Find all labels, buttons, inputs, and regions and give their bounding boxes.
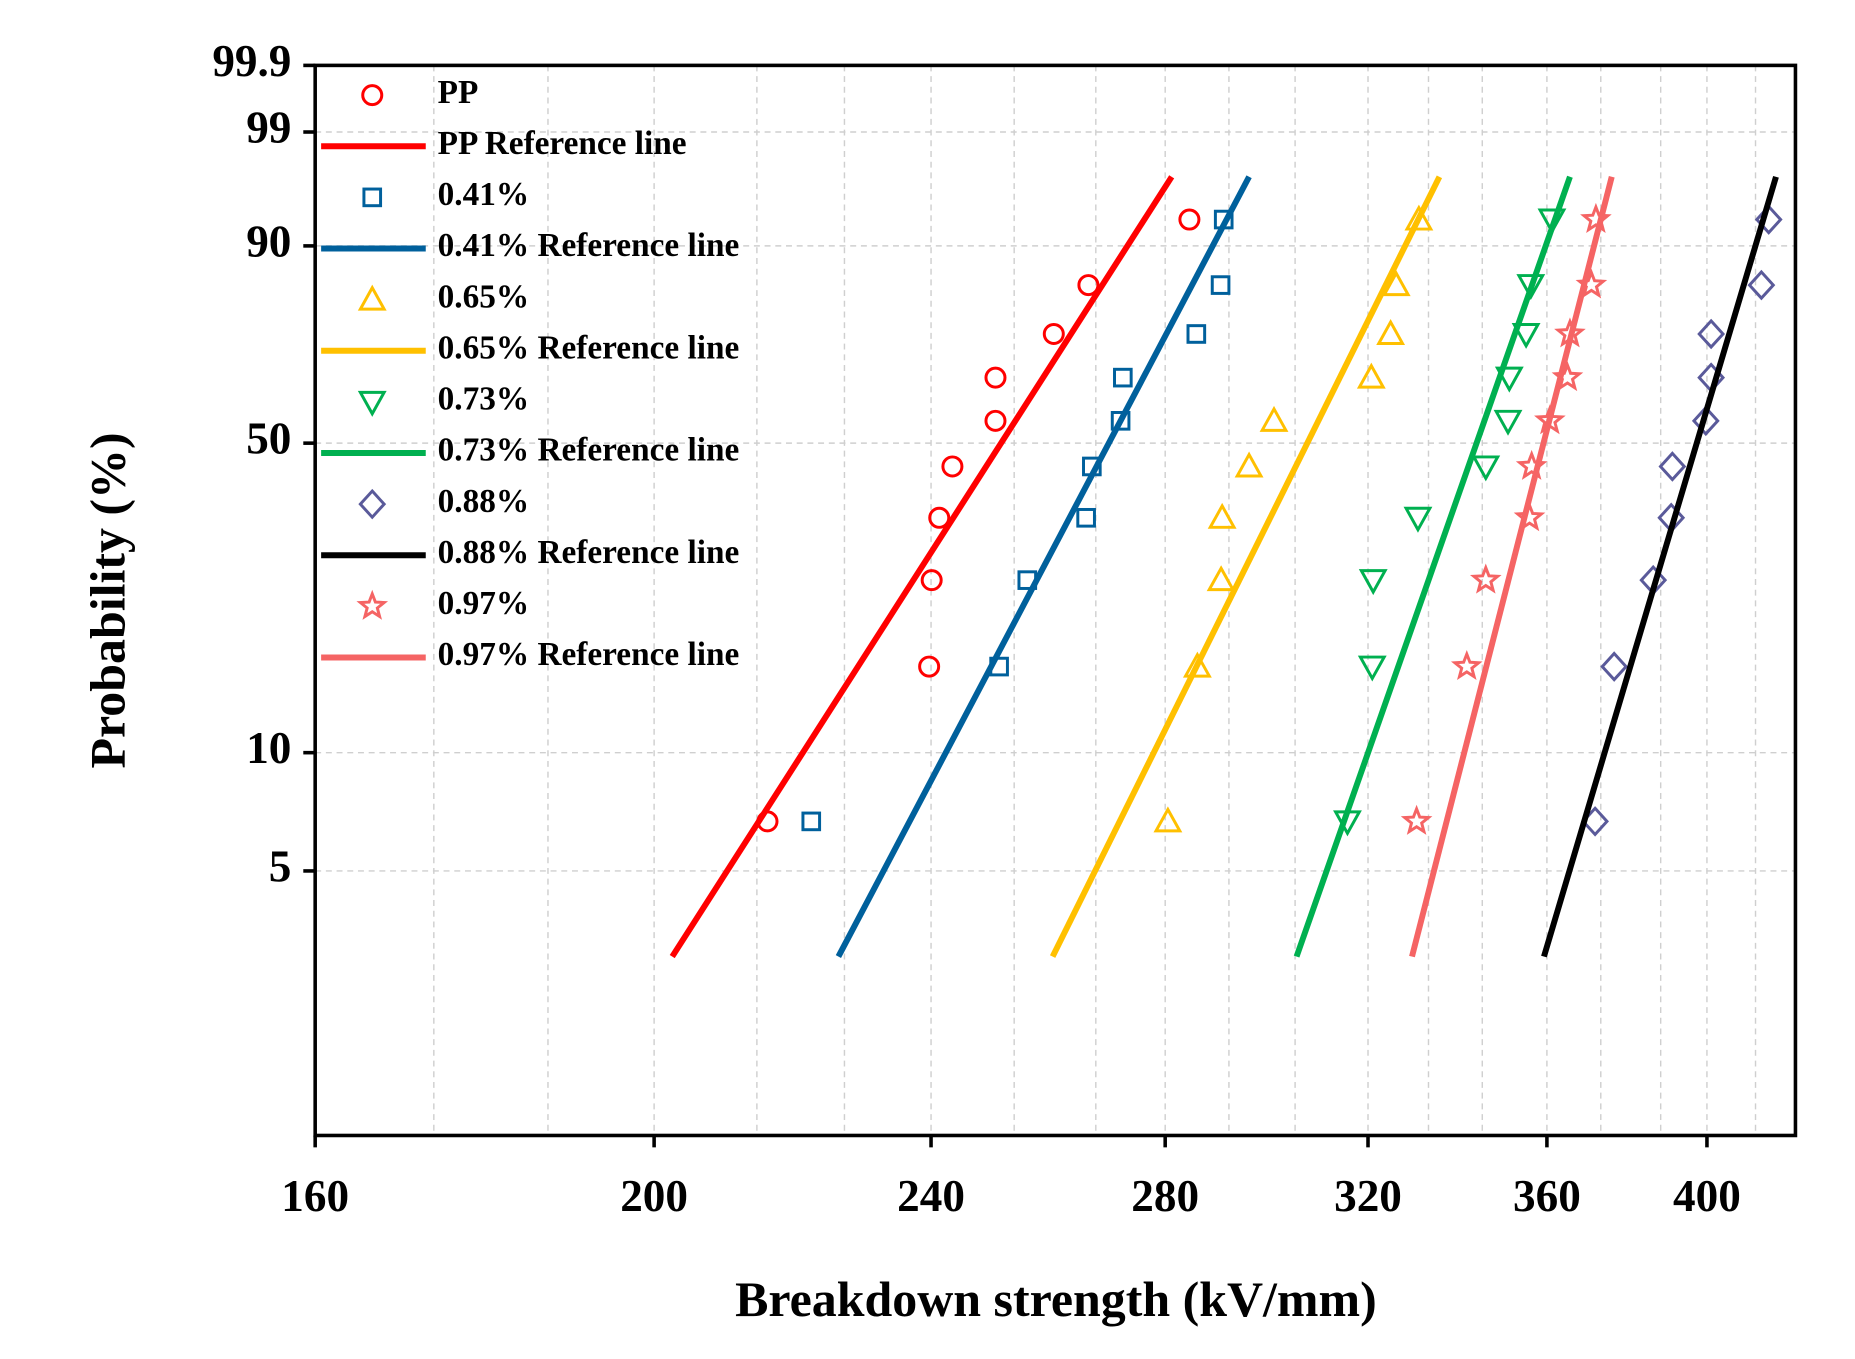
- x-tick-label: 360: [1513, 1171, 1581, 1221]
- marker: [1747, 269, 1776, 301]
- reference-line: [1049, 175, 1443, 958]
- legend-label: PP: [438, 74, 479, 111]
- marker: [1234, 451, 1264, 478]
- reference-line: [1541, 175, 1779, 958]
- marker: [1493, 409, 1523, 436]
- marker: [1471, 455, 1501, 482]
- marker: [1358, 569, 1388, 596]
- legend-label: 0.88% Reference line: [438, 534, 740, 571]
- x-tick-label: 280: [1131, 1171, 1199, 1221]
- x-tick-label: 160: [281, 1171, 349, 1221]
- marker: [356, 589, 389, 620]
- marker: [361, 84, 384, 107]
- legend-label: 0.73% Reference line: [438, 432, 740, 469]
- marker: [1076, 507, 1096, 528]
- reference-line: [1409, 176, 1615, 958]
- legend-label: 0.41%: [438, 176, 530, 213]
- marker: [1259, 405, 1289, 432]
- legend-label: 0.88%: [438, 483, 530, 520]
- marker: [1658, 451, 1687, 482]
- marker: [1182, 651, 1212, 678]
- y-axis-label: Probability (%): [81, 432, 136, 768]
- marker: [1754, 204, 1783, 235]
- y-tick-label: 99.9: [212, 36, 291, 86]
- marker: [1494, 366, 1524, 393]
- marker: [1691, 405, 1720, 437]
- marker: [1357, 655, 1387, 682]
- marker: [1511, 322, 1541, 349]
- marker: [1450, 649, 1483, 681]
- marker: [1356, 362, 1386, 389]
- marker: [1110, 411, 1131, 431]
- marker: [984, 366, 1007, 389]
- marker: [1207, 502, 1237, 529]
- legend-label: 0.65%: [438, 278, 530, 315]
- marker: [1537, 208, 1567, 235]
- marker: [1210, 275, 1231, 295]
- marker: [1206, 565, 1236, 592]
- plot-frame: [313, 63, 1798, 1138]
- marker: [1376, 319, 1406, 345]
- marker: [362, 187, 383, 208]
- x-tick-label: 240: [897, 1171, 965, 1221]
- legend-label: 0.97% Reference line: [438, 636, 740, 673]
- marker: [1404, 204, 1434, 231]
- legend-label: 0.73%: [438, 381, 530, 418]
- x-axis-label: Breakdown strength (kV/mm): [735, 1272, 1377, 1327]
- marker: [1178, 208, 1201, 231]
- x-tick-label: 200: [620, 1171, 688, 1221]
- marker: [1469, 563, 1502, 594]
- legend-label: 0.97%: [438, 585, 530, 622]
- reference-line: [669, 175, 1175, 959]
- y-tick-label: 10: [246, 723, 291, 773]
- marker: [1153, 806, 1183, 833]
- marker: [1400, 804, 1433, 835]
- marker: [1516, 274, 1546, 301]
- marker: [920, 569, 943, 592]
- marker: [1113, 367, 1133, 388]
- y-tick-label: 5: [269, 841, 292, 891]
- marker: [1403, 506, 1433, 533]
- y-tick-label: 90: [246, 216, 291, 266]
- marker: [1697, 318, 1726, 350]
- marker: [1513, 501, 1546, 532]
- marker: [1077, 274, 1100, 297]
- marker: [984, 409, 1007, 432]
- marker: [357, 284, 387, 311]
- marker: [357, 390, 387, 417]
- legend-label: 0.65% Reference line: [438, 329, 740, 366]
- legend-label: PP Reference line: [438, 125, 687, 162]
- marker: [801, 811, 822, 832]
- marker: [358, 488, 387, 520]
- marker: [928, 506, 951, 529]
- marker: [1600, 651, 1629, 682]
- y-tick-label: 99: [246, 102, 291, 152]
- x-tick-label: 400: [1673, 1171, 1741, 1221]
- marker: [1381, 270, 1411, 297]
- marker: [1042, 322, 1065, 345]
- reference-line: [835, 175, 1252, 958]
- x-tick-label: 320: [1334, 1171, 1402, 1221]
- marker: [918, 655, 941, 678]
- legend-label: 0.41% Reference line: [438, 227, 740, 264]
- reference-line: [1293, 175, 1573, 958]
- y-tick-label: 50: [246, 414, 291, 464]
- marker: [941, 455, 964, 478]
- marker: [1186, 324, 1207, 344]
